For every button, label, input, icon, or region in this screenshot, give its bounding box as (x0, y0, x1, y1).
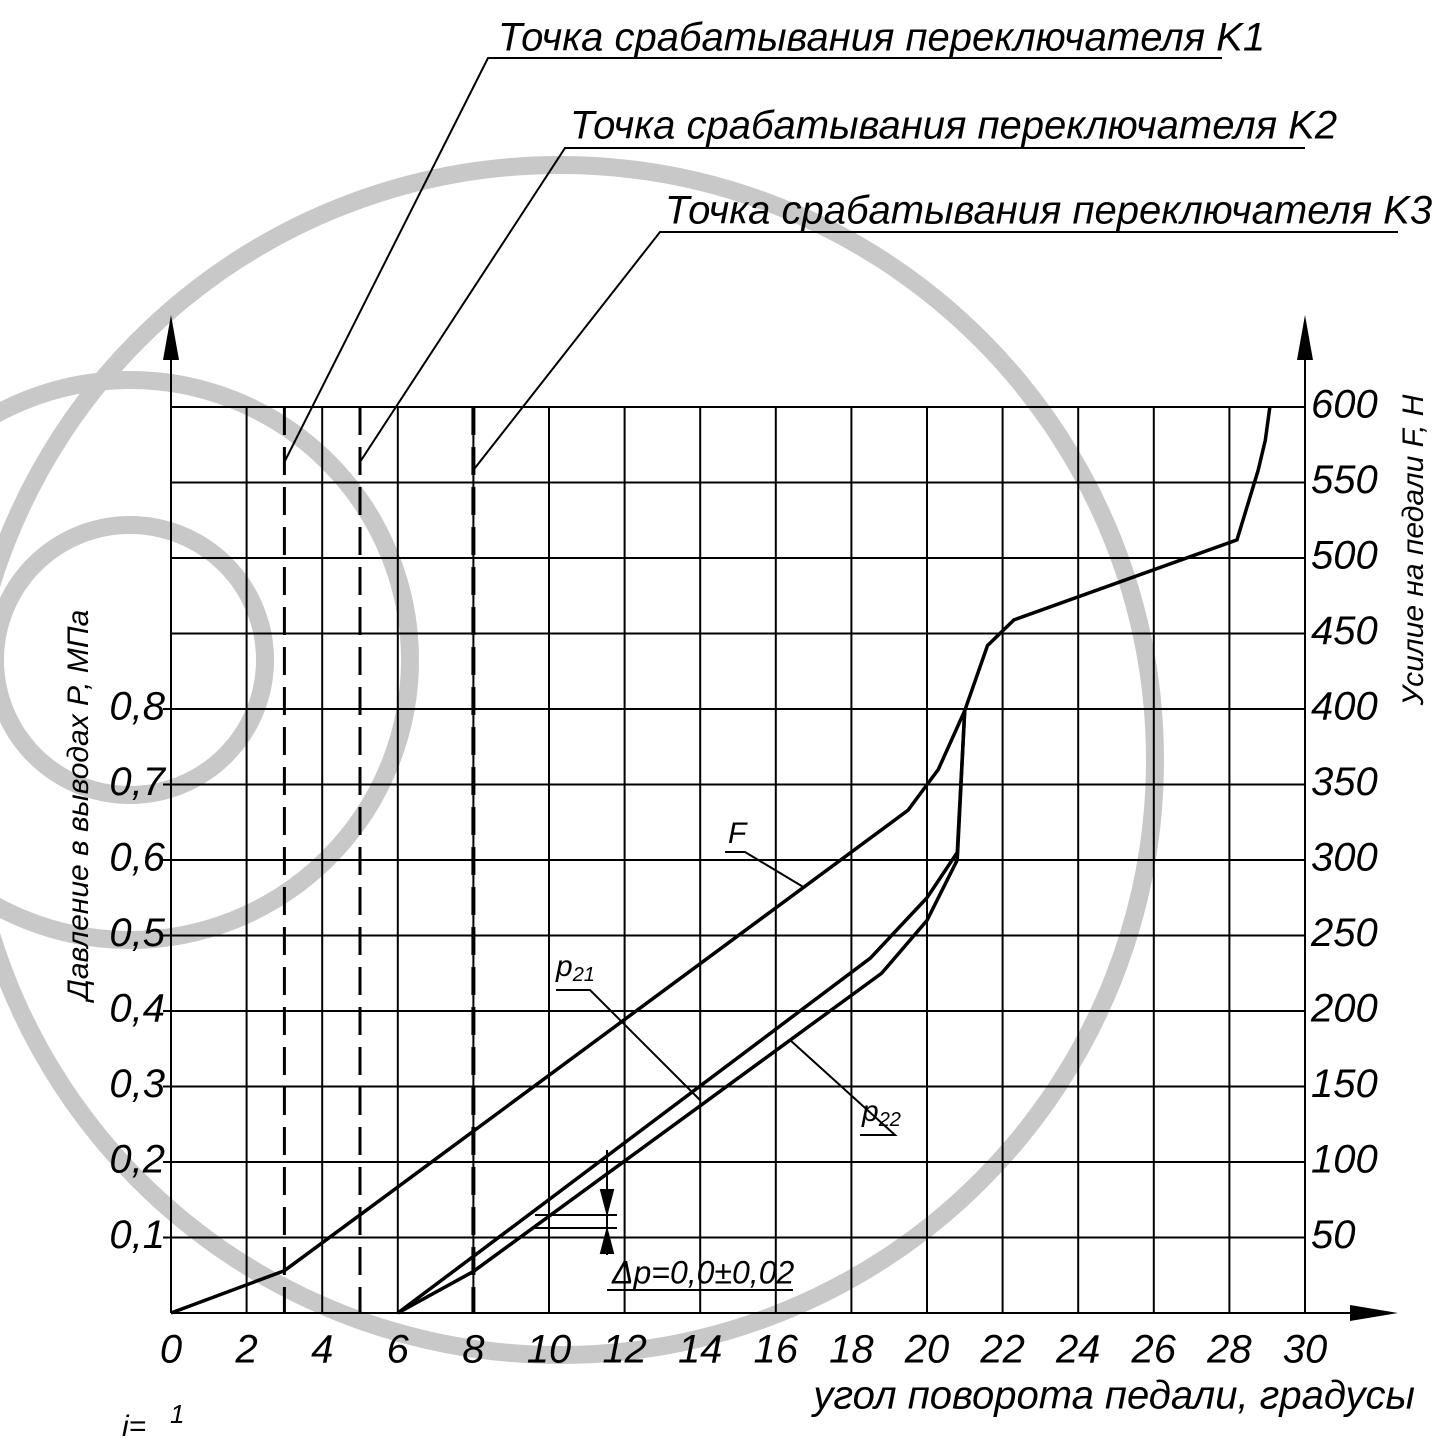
x-tick-label: 12 (602, 1328, 647, 1372)
arrows (163, 315, 1398, 1321)
x-tick-label: 6 (387, 1328, 410, 1372)
series-line (170, 406, 1272, 1315)
x-tick-label: 22 (979, 1328, 1025, 1372)
y-tick-label: 0,8 (109, 685, 165, 729)
y2-tick-label: 550 (1311, 458, 1378, 502)
y2-tick-label: 500 (1311, 534, 1378, 578)
series-line (396, 708, 967, 1315)
x-tick-label: 10 (527, 1328, 572, 1372)
leader-line (359, 147, 1305, 463)
switch-label: Точка срабатывания переключателя K2 (570, 104, 1337, 148)
y-tick-label: 0,2 (109, 1138, 165, 1182)
series-label-main: p (555, 950, 573, 983)
x-tick-label: 14 (678, 1328, 723, 1372)
y2-tick-label: 400 (1311, 685, 1378, 729)
watermark (0, 156, 1164, 1364)
series-label-sub: 21 (572, 964, 595, 986)
leader-line (789, 1039, 898, 1136)
x-tick-label: 4 (311, 1328, 333, 1372)
leader-line (283, 57, 1222, 463)
scale-numerator: 1 (170, 1399, 184, 1429)
y2-axis-label: Усилие на педали F, Н (1397, 394, 1430, 706)
y2-tick-label: 250 (1310, 911, 1378, 955)
x-tick-label: 20 (904, 1328, 950, 1372)
y-tick-label: 0,6 (109, 836, 165, 880)
y2-tick-label: 600 (1311, 383, 1378, 427)
y-tick-label: 0,1 (109, 1213, 165, 1257)
y2-tick-label: 200 (1310, 987, 1378, 1031)
y2-tick-label: 50 (1311, 1213, 1356, 1257)
x-tick-label: 30 (1283, 1328, 1328, 1372)
switch-label: Точка срабатывания переключателя K3 (665, 189, 1432, 233)
x-tick-label: 2 (234, 1328, 257, 1372)
leader-line (725, 851, 806, 889)
x-tick-label: 0 (160, 1328, 182, 1372)
y-tick-label: 0,3 (109, 1062, 165, 1106)
x-tick-label: 28 (1206, 1328, 1252, 1372)
y2-tick-label: 300 (1311, 836, 1378, 880)
y-tick-label: 0,5 (109, 911, 165, 955)
scale-prefix: i= (122, 1410, 146, 1439)
y-axis-label: Давление в выводах P, МПа (62, 610, 95, 1004)
y-tick-label: 0,7 (109, 760, 166, 804)
leader-line (556, 989, 701, 1101)
series-label-sub: 22 (878, 1109, 901, 1131)
x-axis-label: угол поворота педали, градусы (810, 1374, 1415, 1418)
series-label: p21 (555, 950, 595, 986)
switch-label: Точка срабатывания переключателя K1 (498, 16, 1265, 60)
y2-tick-label: 450 (1311, 609, 1378, 653)
series-label: p22 (861, 1095, 901, 1131)
y2-tick-label: 350 (1311, 760, 1378, 804)
x-tick-label: 26 (1131, 1328, 1177, 1372)
y2-tick-label: 150 (1311, 1062, 1378, 1106)
leader-line (472, 231, 1398, 471)
x-tick-label: 8 (462, 1328, 485, 1372)
x-tick-label: 18 (829, 1328, 874, 1372)
x-tick-label: 24 (1055, 1328, 1101, 1372)
delta-note: Δp=0,0±0,02 (611, 1254, 794, 1290)
x-tick-label: 16 (754, 1328, 799, 1372)
y-tick-label: 0,4 (109, 987, 165, 1031)
y2-tick-label: 100 (1311, 1138, 1378, 1182)
series-label: F (728, 817, 748, 850)
